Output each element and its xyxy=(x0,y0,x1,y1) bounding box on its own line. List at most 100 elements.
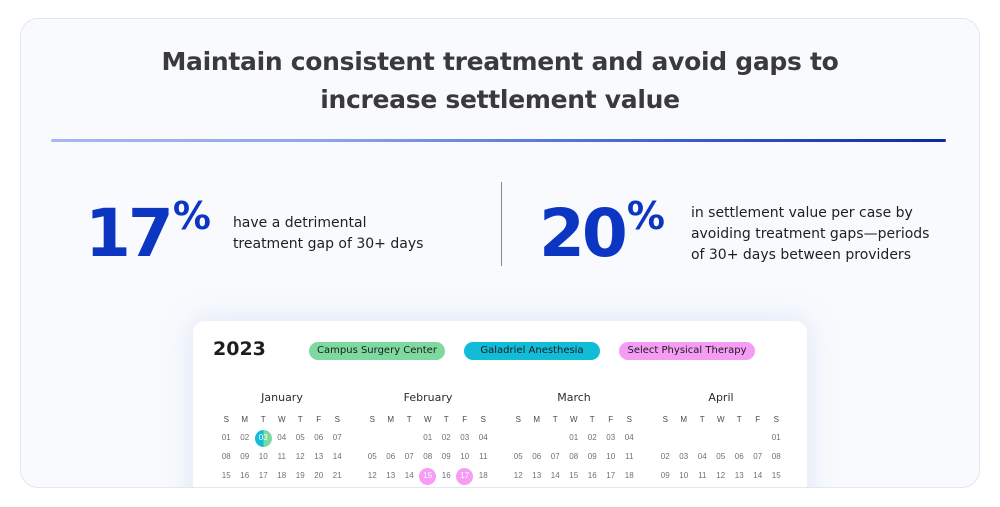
calendar-day[interactable]: 22 xyxy=(767,487,786,488)
calendar-day[interactable]: 02 xyxy=(656,449,675,465)
calendar-day[interactable]: 25 xyxy=(620,487,639,488)
calendar-day[interactable]: 01 xyxy=(217,430,236,446)
calendar-day[interactable]: 23 xyxy=(437,487,456,488)
calendar-day[interactable]: 07 xyxy=(400,449,419,465)
calendar-day[interactable]: 13 xyxy=(310,449,329,465)
calendar-day[interactable]: 22 xyxy=(419,487,438,488)
calendar-day[interactable]: 07 xyxy=(328,430,347,446)
calendar-day[interactable]: 15 xyxy=(419,467,438,485)
calendar-day[interactable]: 14 xyxy=(749,468,768,484)
calendar-day[interactable]: 12 xyxy=(363,468,382,484)
calendar-day[interactable]: 05 xyxy=(509,449,528,465)
calendar-day[interactable]: 13 xyxy=(528,468,547,484)
calendar-day[interactable]: 12 xyxy=(291,449,310,465)
calendar-day[interactable]: 03 xyxy=(254,429,273,447)
calendar-day[interactable]: 06 xyxy=(730,449,749,465)
calendar-day[interactable]: 20 xyxy=(382,487,401,488)
calendar-day[interactable]: 28 xyxy=(328,487,347,488)
calendar-day[interactable]: 05 xyxy=(712,449,731,465)
calendar-day[interactable]: 19 xyxy=(509,487,528,488)
calendar-day[interactable]: 25 xyxy=(273,487,292,488)
calendar-day[interactable]: 06 xyxy=(310,430,329,446)
calendar-day[interactable]: 21 xyxy=(749,487,768,488)
calendar-day[interactable]: 12 xyxy=(509,468,528,484)
calendar-day[interactable]: 10 xyxy=(254,449,273,465)
calendar-day[interactable]: 17 xyxy=(456,467,475,485)
calendar-day[interactable]: 16 xyxy=(236,468,255,484)
calendar-day[interactable]: 21 xyxy=(328,468,347,484)
calendar-day[interactable]: 05 xyxy=(291,430,310,446)
calendar-day[interactable]: 23 xyxy=(236,487,255,488)
calendar-day[interactable]: 03 xyxy=(456,430,475,446)
calendar-day[interactable]: 21 xyxy=(400,486,418,487)
calendar-day[interactable]: 08 xyxy=(767,449,786,465)
calendar-day[interactable]: 14 xyxy=(546,468,565,484)
calendar-day[interactable]: 11 xyxy=(273,449,292,465)
calendar-day[interactable]: 03 xyxy=(675,449,694,465)
calendar-day[interactable]: 10 xyxy=(602,449,621,465)
calendar-day[interactable]: 07 xyxy=(749,449,768,465)
calendar-day[interactable]: 15 xyxy=(767,468,786,484)
calendar-day[interactable]: 02 xyxy=(583,430,602,446)
calendar-day[interactable]: 19 xyxy=(712,487,731,488)
calendar-day[interactable]: 22 xyxy=(217,487,236,488)
calendar-day[interactable]: 19 xyxy=(291,468,310,484)
calendar-day[interactable]: 20 xyxy=(310,468,329,484)
calendar-day[interactable]: 07 xyxy=(546,449,565,465)
calendar-day[interactable]: 16 xyxy=(437,468,456,484)
calendar-day[interactable]: 24 xyxy=(456,487,475,488)
calendar-day[interactable]: 10 xyxy=(675,468,694,484)
calendar-day[interactable]: 04 xyxy=(273,430,292,446)
calendar-day[interactable]: 18 xyxy=(273,468,292,484)
calendar-day[interactable]: 16 xyxy=(583,468,602,484)
calendar-day[interactable]: 18 xyxy=(620,468,639,484)
calendar-day[interactable]: 11 xyxy=(474,449,493,465)
calendar-day[interactable]: 01 xyxy=(565,430,584,446)
calendar-day[interactable]: 09 xyxy=(437,449,456,465)
calendar-day[interactable]: 18 xyxy=(693,487,712,488)
calendar-day[interactable]: 22 xyxy=(565,487,584,488)
calendar-day[interactable]: 09 xyxy=(236,449,255,465)
calendar-day[interactable]: 08 xyxy=(419,449,438,465)
calendar-day[interactable]: 01 xyxy=(767,430,786,446)
calendar-day[interactable]: 11 xyxy=(693,468,712,484)
calendar-day[interactable]: 25 xyxy=(474,487,493,488)
calendar-day[interactable]: 04 xyxy=(620,430,639,446)
calendar-day[interactable]: 14 xyxy=(328,449,347,465)
calendar-day[interactable]: 23 xyxy=(583,487,602,488)
calendar-day[interactable]: 13 xyxy=(382,468,401,484)
calendar-day[interactable]: 11 xyxy=(620,449,639,465)
calendar-day[interactable]: 13 xyxy=(730,468,749,484)
calendar-day[interactable]: 14 xyxy=(400,468,419,484)
calendar-day[interactable]: 08 xyxy=(565,449,584,465)
calendar-day[interactable]: 27 xyxy=(310,487,329,488)
calendar-day[interactable]: 04 xyxy=(693,449,712,465)
calendar-day[interactable]: 15 xyxy=(565,468,584,484)
calendar-day[interactable]: 18 xyxy=(474,468,493,484)
calendar-day[interactable]: 01 xyxy=(419,430,438,446)
calendar-day[interactable]: 02 xyxy=(437,430,456,446)
calendar-day[interactable]: 16 xyxy=(656,487,675,488)
calendar-day[interactable]: 02 xyxy=(236,430,255,446)
calendar-day[interactable]: 12 xyxy=(712,468,731,484)
calendar-day[interactable]: 05 xyxy=(363,449,382,465)
calendar-day[interactable]: 08 xyxy=(217,449,236,465)
calendar-day[interactable]: 20 xyxy=(528,487,547,488)
calendar-day[interactable]: 17 xyxy=(675,487,694,488)
calendar-day[interactable]: 04 xyxy=(474,430,493,446)
calendar-day[interactable]: 26 xyxy=(291,487,310,488)
calendar-day[interactable]: 15 xyxy=(217,468,236,484)
calendar-day[interactable]: 03 xyxy=(602,430,621,446)
calendar-day[interactable]: 21 xyxy=(546,487,565,488)
calendar-day[interactable]: 20 xyxy=(730,487,749,488)
calendar-day[interactable]: 10 xyxy=(456,449,475,465)
calendar-day[interactable]: 24 xyxy=(602,487,621,488)
calendar-day[interactable]: 19 xyxy=(363,487,382,488)
calendar-day[interactable]: 17 xyxy=(254,468,273,484)
calendar-day[interactable]: 06 xyxy=(528,449,547,465)
calendar-day[interactable]: 06 xyxy=(382,449,401,465)
calendar-day[interactable]: 09 xyxy=(583,449,602,465)
calendar-day[interactable]: 17 xyxy=(602,468,621,484)
calendar-day[interactable]: 24 xyxy=(254,487,273,488)
calendar-day[interactable]: 09 xyxy=(656,468,675,484)
